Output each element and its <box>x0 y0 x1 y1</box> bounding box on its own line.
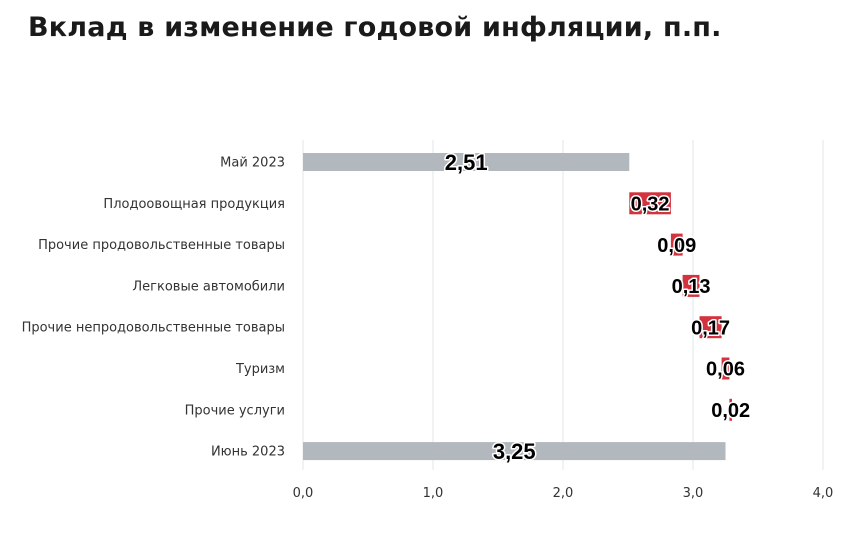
data-labels: 2,51 0,32 0,09 0,13 0,17 0,06 0,02 3,25 <box>443 148 751 465</box>
category-label: Туризм <box>235 362 285 377</box>
increase-bar <box>721 357 730 380</box>
x-tick-label: 4,0 <box>813 486 834 501</box>
category-label: Прочие непродовольственные товары <box>22 321 285 336</box>
category-label: Легковые автомобили <box>132 279 285 294</box>
category-label: Июнь 2023 <box>211 445 285 460</box>
increase-bar <box>729 398 732 421</box>
increase-bar <box>670 233 683 256</box>
increase-bar <box>682 274 700 297</box>
total-bar <box>303 153 630 171</box>
data-label: 0,32 <box>631 194 670 216</box>
data-label: 3,25 <box>493 439 536 464</box>
category-label: Май 2023 <box>220 156 285 171</box>
data-label: 2,51 <box>445 150 488 175</box>
gridlines <box>302 140 824 470</box>
category-labels: Май 2023 Плодоовощная продукция Прочие про… <box>22 156 285 460</box>
data-label: 0,09 <box>657 235 696 257</box>
data-label: 0,06 <box>706 359 745 381</box>
chart-title: Вклад в изменение годовой инфляции, п.п. <box>28 12 722 43</box>
bars <box>303 153 732 461</box>
category-label: Прочие услуги <box>185 403 285 418</box>
category-label: Плодоовощная продукция <box>103 197 285 212</box>
category-label: Прочие продовольственные товары <box>38 238 285 253</box>
x-tick-label: 0,0 <box>293 486 314 501</box>
x-tick-label: 2,0 <box>553 486 574 501</box>
increase-bar <box>699 316 722 339</box>
data-label: 0,13 <box>672 276 711 298</box>
x-tick-label: 1,0 <box>423 486 444 501</box>
total-bar <box>303 442 726 461</box>
x-tick-label: 3,0 <box>683 486 704 501</box>
data-label: 0,17 <box>691 317 730 339</box>
data-label: 0,02 <box>711 400 750 422</box>
increase-bar <box>629 192 671 215</box>
x-tick-labels: 0,0 1,0 2,0 3,0 4,0 <box>293 486 834 501</box>
